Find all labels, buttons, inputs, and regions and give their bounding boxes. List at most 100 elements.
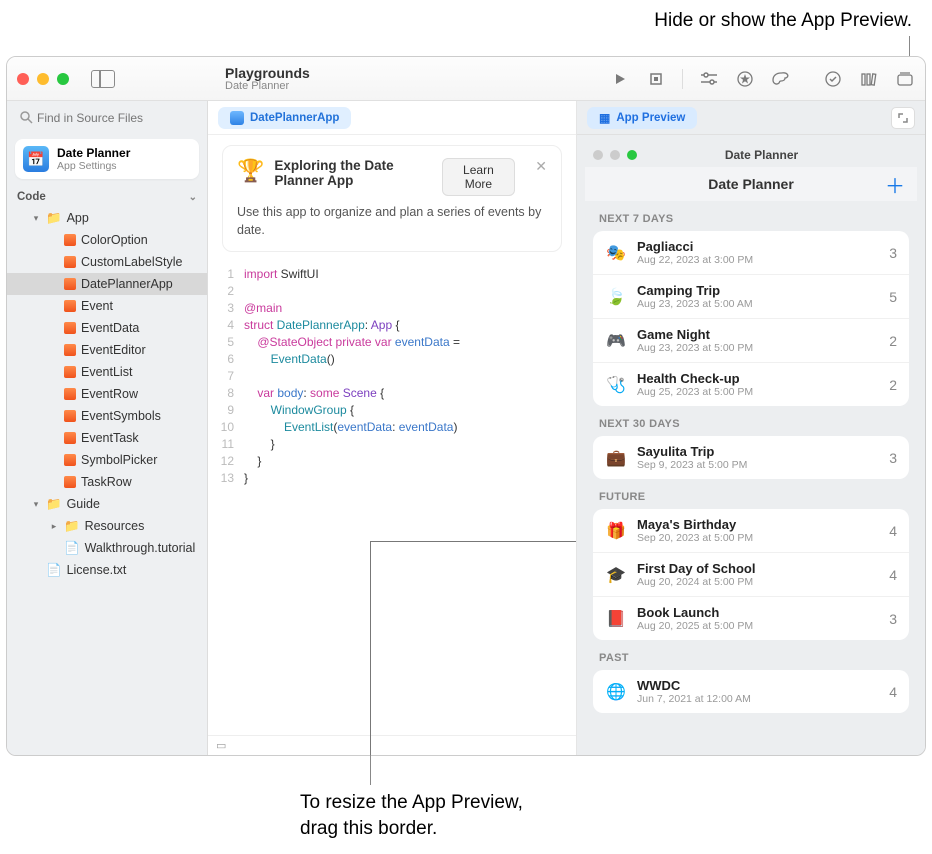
- preview-toggle-button[interactable]: [895, 70, 915, 88]
- run-button[interactable]: [610, 70, 630, 88]
- event-row[interactable]: 🎮Game NightAug 23, 2023 at 5:00 PM2: [593, 319, 909, 363]
- event-row[interactable]: 🌐WWDCJun 7, 2021 at 12:00 AM4: [593, 670, 909, 713]
- swift-file-icon: [64, 432, 76, 444]
- file-tree-item[interactable]: EventTask: [7, 427, 207, 449]
- event-icon: 📕: [605, 609, 627, 629]
- event-icon: 🎓: [605, 565, 627, 585]
- close-button[interactable]: [17, 73, 29, 85]
- file-tree-item[interactable]: ▾📁App: [7, 207, 207, 229]
- maximize-button[interactable]: [57, 73, 69, 85]
- preview-tab[interactable]: ▦ App Preview: [587, 107, 697, 129]
- palette-icon[interactable]: [771, 70, 791, 88]
- sim-maximize-button[interactable]: [627, 150, 637, 160]
- event-group-header: NEXT 30 DAYS: [593, 406, 909, 436]
- file-tree-item[interactable]: ▾📁Guide: [7, 493, 207, 515]
- swift-file-icon: [64, 278, 76, 290]
- event-row[interactable]: 💼Sayulita TripSep 9, 2023 at 5:00 PM3: [593, 436, 909, 479]
- file-tree-item[interactable]: EventRow: [7, 383, 207, 405]
- document-icon: 📄: [46, 563, 62, 578]
- star-icon[interactable]: [735, 70, 755, 88]
- sliders-icon[interactable]: [699, 70, 719, 88]
- event-count: 2: [889, 333, 897, 349]
- sim-close-button[interactable]: [593, 150, 603, 160]
- sidebar-toggle-button[interactable]: [91, 70, 115, 88]
- swift-icon: [230, 111, 244, 125]
- file-tree-item[interactable]: EventEditor: [7, 339, 207, 361]
- file-label: CustomLabelStyle: [81, 255, 182, 269]
- swift-file-icon: [64, 388, 76, 400]
- search-icon: [19, 110, 33, 124]
- file-tree-item[interactable]: TaskRow: [7, 471, 207, 493]
- swift-file-icon: [64, 322, 76, 334]
- event-count: 3: [889, 611, 897, 627]
- event-row[interactable]: 📕 Book LaunchAug 20, 2025 at 5:00 PM 3: [593, 597, 909, 640]
- file-tree-item[interactable]: EventSymbols: [7, 405, 207, 427]
- editor-tab-label: DatePlannerApp: [250, 112, 339, 124]
- swift-file-icon: [64, 366, 76, 378]
- info-card-body: Use this app to organize and plan a seri…: [237, 204, 547, 239]
- sim-navbar: Date Planner ＋: [585, 167, 917, 201]
- editor-tab[interactable]: DatePlannerApp: [218, 107, 351, 129]
- swift-file-icon: [64, 234, 76, 246]
- toolbar-separator: [682, 69, 683, 89]
- event-row[interactable]: 🎭PagliacciAug 22, 2023 at 3:00 PM3: [593, 231, 909, 275]
- preview-tab-label: App Preview: [616, 112, 685, 124]
- check-icon[interactable]: [823, 70, 843, 88]
- event-date: Sep 20, 2023 at 5:00 PM: [637, 532, 879, 544]
- file-tree-item[interactable]: 📄Walkthrough.tutorial: [7, 537, 207, 559]
- annotation-bottom-line: [370, 755, 371, 785]
- line-gutter: 12345678910111213: [208, 266, 244, 731]
- library-icon[interactable]: [859, 70, 879, 88]
- chevron-down-icon: ⌄: [189, 192, 197, 203]
- file-tree-item[interactable]: 📄 License.txt: [7, 559, 207, 581]
- project-card[interactable]: 📅 Date Planner App Settings: [15, 139, 199, 179]
- event-icon: 🍃: [605, 287, 627, 307]
- expand-preview-button[interactable]: [891, 107, 915, 129]
- main-area: 📅 Date Planner App Settings Code ⌄ ▾📁App…: [7, 101, 925, 755]
- swift-file-icon: [64, 256, 76, 268]
- event-title: Book Launch: [637, 605, 879, 620]
- file-label: EventData: [81, 321, 139, 335]
- code-section-header[interactable]: Code ⌄: [7, 187, 207, 207]
- learn-more-button[interactable]: Learn More: [442, 158, 516, 196]
- event-date: Aug 20, 2025 at 5:00 PM: [637, 620, 879, 632]
- stop-button[interactable]: [646, 70, 666, 88]
- file-tree-item[interactable]: DatePlannerApp: [7, 273, 207, 295]
- toolbar: [610, 69, 915, 89]
- file-tree-item[interactable]: EventData: [7, 317, 207, 339]
- event-row[interactable]: 🎁Maya's BirthdaySep 20, 2023 at 5:00 PM4: [593, 509, 909, 553]
- event-row[interactable]: 🩺Health Check-upAug 25, 2023 at 5:00 PM2: [593, 363, 909, 406]
- event-date: Aug 23, 2023 at 5:00 PM: [637, 342, 879, 354]
- file-tree-item[interactable]: ColorOption: [7, 229, 207, 251]
- event-date: Jun 7, 2021 at 12:00 AM: [637, 693, 879, 705]
- code-section-label: Code: [17, 191, 46, 203]
- file-tree-item[interactable]: SymbolPicker: [7, 449, 207, 471]
- event-title: First Day of School: [637, 561, 879, 576]
- search-input[interactable]: [15, 107, 199, 129]
- annotation-top: Hide or show the App Preview.: [654, 8, 912, 34]
- sim-body[interactable]: NEXT 7 DAYS🎭PagliacciAug 22, 2023 at 3:0…: [585, 201, 917, 747]
- file-tree-item[interactable]: EventList: [7, 361, 207, 383]
- file-tree-item[interactable]: Event: [7, 295, 207, 317]
- file-tree-item[interactable]: ▸📁Resources: [7, 515, 207, 537]
- add-event-button[interactable]: ＋: [885, 170, 905, 199]
- event-date: Aug 22, 2023 at 3:00 PM: [637, 254, 879, 266]
- minimize-button[interactable]: [37, 73, 49, 85]
- event-row[interactable]: 🍃Camping TripAug 23, 2023 at 5:00 AM5: [593, 275, 909, 319]
- swift-file-icon: [64, 344, 76, 356]
- trophy-icon: 🏆: [237, 158, 264, 184]
- event-group-header: NEXT 7 DAYS: [593, 201, 909, 231]
- file-label: License.txt: [67, 563, 127, 577]
- file-label: EventSymbols: [81, 409, 161, 423]
- close-icon[interactable]: ✕: [535, 158, 547, 175]
- sim-minimize-button[interactable]: [610, 150, 620, 160]
- swift-file-icon: [64, 410, 76, 422]
- file-label: EventRow: [81, 387, 138, 401]
- event-group-header: FUTURE: [593, 479, 909, 509]
- event-row[interactable]: 🎓First Day of SchoolAug 20, 2024 at 5:00…: [593, 553, 909, 597]
- event-icon: 🩺: [605, 375, 627, 395]
- disclosure-icon: ▸: [49, 521, 59, 532]
- file-tree-item[interactable]: CustomLabelStyle: [7, 251, 207, 273]
- playgrounds-window: Playgrounds Date Planner: [6, 56, 926, 756]
- file-label: TaskRow: [81, 475, 132, 489]
